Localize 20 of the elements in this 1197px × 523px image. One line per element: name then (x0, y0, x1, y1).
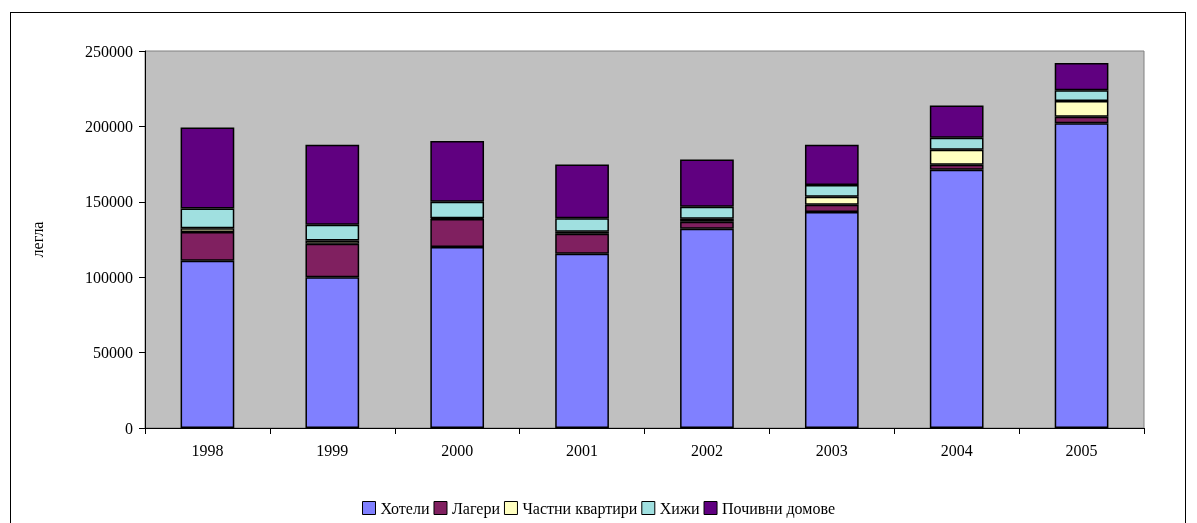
x-tick-label: 2003 (815, 441, 848, 459)
y-tick-label: 200000 (85, 117, 133, 135)
legend-label: Хижи (659, 499, 700, 517)
x-tick-label: 1999 (316, 441, 349, 459)
y-tick-label: 250000 (85, 42, 133, 60)
y-tick-label: 150000 (85, 193, 133, 211)
legend-label: Лагери (451, 499, 501, 518)
x-tick-label: 2004 (940, 441, 973, 459)
x-tick-label: 2005 (1065, 441, 1098, 459)
legend-label: Почивни домове (722, 499, 835, 518)
y-tick-label: 0 (125, 419, 133, 437)
x-tick-label: 2002 (690, 441, 723, 459)
y-axis-title: легла (28, 221, 46, 258)
x-tick-label: 1998 (191, 441, 224, 459)
x-tick-label: 2000 (441, 441, 474, 459)
legend-label: Хотели (380, 499, 430, 517)
x-tick-label: 2001 (566, 441, 599, 459)
y-tick-label: 100000 (85, 268, 133, 286)
y-tick-label: 50000 (93, 344, 133, 362)
legend-label: Частни квартири (522, 499, 638, 518)
